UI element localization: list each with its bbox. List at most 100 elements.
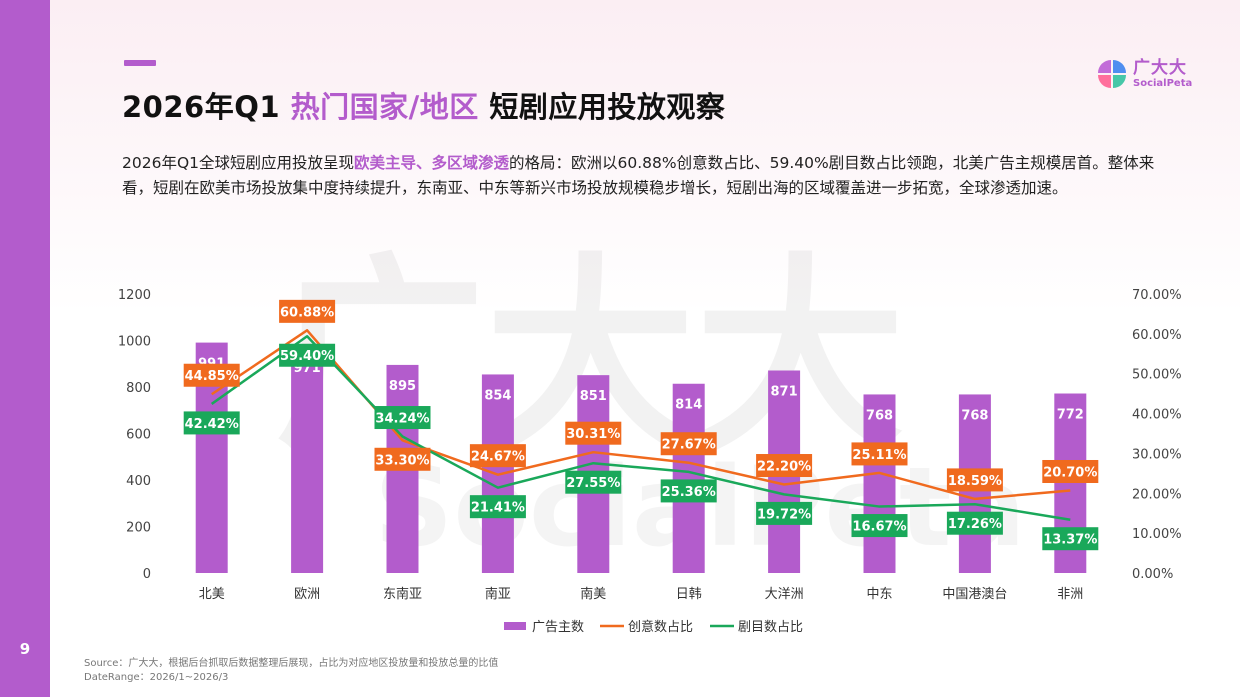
drama-share-label: 59.40% — [280, 349, 334, 364]
legend-label: 剧目数占比 — [738, 620, 803, 635]
page-number: 9 — [19, 640, 31, 658]
creative-share-label: 25.11% — [852, 448, 906, 463]
creative-share-label-box — [469, 444, 526, 468]
y-left-tick-label: 400 — [126, 474, 151, 489]
x-tick-label: 南亚 — [485, 586, 511, 602]
bar-value-label: 768 — [961, 408, 988, 423]
chart-axes: 0 200 400 600 800 1000 1200 0.00% 10.00% 20.00% 30… — [118, 288, 1182, 602]
drama-share-label-box — [946, 511, 1003, 535]
bar-value-label: 768 — [866, 408, 893, 423]
x-tick-label: 日韩 — [676, 587, 702, 602]
creative-share-label-box — [756, 454, 813, 478]
creative-share-label: 20.70% — [1043, 465, 1097, 480]
drama-share-label: 13.37% — [1043, 533, 1097, 548]
x-tick-label: 北美 — [199, 587, 225, 602]
legend-label: 创意数占比 — [628, 619, 693, 635]
side-accent-bar: 9 — [0, 0, 50, 697]
drama-share-label: 27.55% — [566, 476, 620, 491]
y-left-tick-label: 1000 — [118, 335, 151, 350]
bar — [672, 383, 705, 573]
creative-share-label: 30.31% — [566, 427, 620, 442]
creative-share-label: 18.59% — [948, 474, 1002, 489]
x-tick-label: 东南亚 — [383, 586, 422, 602]
drama-share-label: 34.24% — [375, 412, 429, 427]
y-right-tick-label: 40.00% — [1132, 408, 1182, 423]
creative-share-label: 60.88% — [280, 305, 334, 320]
logo-flower-icon — [1098, 60, 1126, 88]
legend-swatch-bar — [504, 622, 526, 630]
y-right-tick-label: 20.00% — [1132, 487, 1182, 502]
y-left-tick-label: 1200 — [118, 288, 151, 303]
title-part1: 2026年Q1 — [122, 90, 291, 124]
creative-share-label: 44.85% — [185, 369, 239, 384]
creative-share-label: 24.67% — [471, 450, 525, 465]
description-paragraph: 2026年Q1全球短剧应用投放呈现欧美主导、多区域渗透的格局：欧洲以60.88%… — [122, 151, 1182, 201]
creative-share-label-box — [1042, 459, 1099, 483]
logo-name-cn: 广大大 — [1133, 57, 1187, 78]
creative-share-label: 22.20% — [757, 460, 811, 475]
y-right-tick-label: 30.00% — [1132, 447, 1182, 462]
drama-share-label-box — [1042, 527, 1099, 551]
creative-share-label: 33.30% — [375, 453, 429, 468]
bar — [863, 394, 896, 573]
y-right-tick-label: 60.00% — [1132, 328, 1182, 343]
bar-value-label: 895 — [389, 379, 416, 394]
bar-value-label: 814 — [675, 398, 702, 413]
creative-share-label: 27.67% — [662, 438, 716, 453]
drama-share-label: 25.36% — [662, 485, 716, 500]
y-left-tick-label: 0 — [143, 567, 151, 582]
data-labels: 99197189585485181487176876877244.85%42.4… — [183, 299, 1099, 551]
chart-legend: 广告主数 创意数占比 剧目数占比 — [504, 619, 803, 635]
title-accent-dash — [124, 60, 156, 66]
y-left-tick-label: 800 — [126, 381, 151, 396]
drama-share-label-box — [851, 514, 908, 538]
drama-share-label: 16.67% — [852, 520, 906, 535]
legend-label: 广告主数 — [532, 620, 584, 635]
x-tick-label: 南美 — [580, 586, 606, 602]
y-right-tick-label: 50.00% — [1132, 368, 1182, 383]
creative-share-label-box — [183, 363, 240, 387]
bar-value-label: 851 — [580, 389, 607, 404]
bar-value-label: 871 — [771, 384, 798, 399]
creative-share-label-box — [374, 447, 431, 471]
title-highlight: 热门国家/地区 — [290, 90, 479, 124]
footer-date-range: DateRange：2026/1~2026/3 — [84, 672, 229, 683]
description-part1: 2026年Q1全球短剧应用投放呈现 — [122, 154, 355, 172]
creative-share-label-box — [946, 468, 1003, 492]
y-left-tick-label: 600 — [126, 428, 151, 443]
y-right-tick-label: 70.00% — [1132, 288, 1182, 303]
x-tick-label: 中国港澳台 — [942, 586, 1007, 602]
creative-share-label-box — [851, 442, 908, 466]
page-title: 2026年Q1 热门国家/地区 短剧应用投放观察 — [122, 84, 725, 126]
bar-value-label: 772 — [1057, 408, 1084, 423]
creative-share-label-box — [279, 299, 336, 323]
x-tick-label: 欧洲 — [294, 587, 320, 602]
drama-share-label-box — [183, 411, 240, 435]
footer-notes: Source：广大大，根据后台抓取后数据整理后展现，占比为对应地区投放量和投放总… — [84, 657, 498, 685]
description-highlight: 欧美主导、多区域渗透 — [354, 154, 510, 172]
drama-share-label-box — [756, 501, 813, 525]
bar-value-label: 854 — [484, 388, 511, 403]
x-tick-label: 大洋洲 — [765, 587, 804, 602]
footer-source: Source：广大大，根据后台抓取后数据整理后展现，占比为对应地区投放量和投放总… — [84, 658, 499, 669]
drama-share-label-box — [469, 495, 526, 519]
creative-share-label-box — [565, 421, 622, 445]
y-right-tick-label: 10.00% — [1132, 527, 1182, 542]
bar — [291, 347, 324, 573]
logo-name-en: SocialPeta — [1133, 77, 1193, 89]
drama-share-line — [210, 334, 1071, 521]
description-part2: 的格局：欧洲以60.88%创意数占比、59.40%剧目数占比领跑，北美广告主规模… — [122, 154, 1155, 197]
drama-share-label-box — [565, 470, 622, 494]
line-series — [210, 329, 1071, 521]
x-tick-label: 中东 — [866, 587, 892, 602]
creative-share-label-box — [660, 432, 717, 456]
y-left-tick-label: 200 — [126, 521, 151, 536]
x-tick-label: 非洲 — [1057, 587, 1083, 602]
drama-share-label: 21.41% — [471, 501, 525, 516]
drama-share-label-box — [279, 343, 336, 367]
title-part2: 短剧应用投放观察 — [478, 90, 726, 124]
drama-share-label: 19.72% — [757, 507, 811, 522]
drama-share-label-box — [374, 406, 431, 430]
drama-share-label-box — [660, 479, 717, 503]
drama-share-label: 42.42% — [185, 417, 239, 432]
